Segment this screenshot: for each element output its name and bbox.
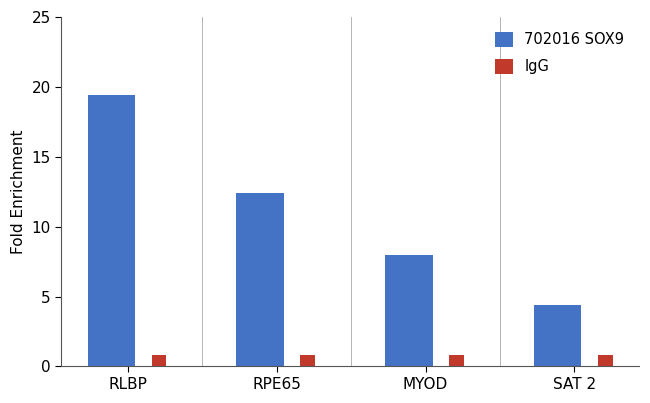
Bar [151, 355, 166, 366]
Bar [237, 193, 284, 366]
Bar [449, 355, 464, 366]
Y-axis label: Fold Enrichment: Fold Enrichment [11, 129, 26, 254]
Bar [598, 355, 613, 366]
Bar [88, 96, 135, 366]
Bar [534, 305, 581, 366]
Bar [300, 355, 315, 366]
Bar [385, 255, 433, 366]
Legend: 702016 SOX9, IgG: 702016 SOX9, IgG [488, 25, 632, 81]
